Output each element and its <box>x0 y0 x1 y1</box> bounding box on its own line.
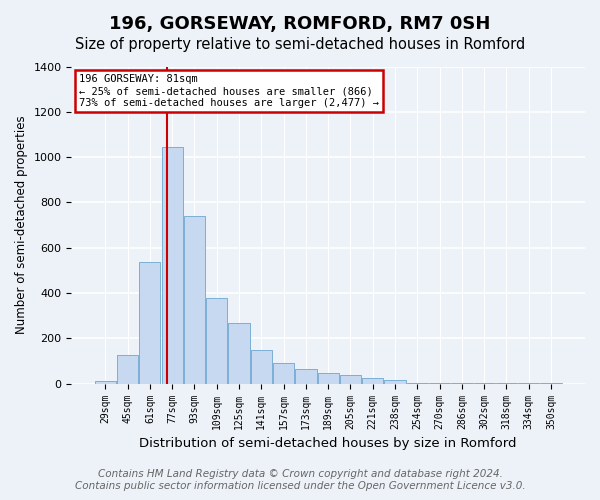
Bar <box>251 350 272 384</box>
Bar <box>273 364 294 384</box>
X-axis label: Distribution of semi-detached houses by size in Romford: Distribution of semi-detached houses by … <box>139 437 517 450</box>
Bar <box>295 369 317 384</box>
Text: 196, GORSEWAY, ROMFORD, RM7 0SH: 196, GORSEWAY, ROMFORD, RM7 0SH <box>109 15 491 33</box>
Bar <box>139 262 160 384</box>
Bar <box>229 322 250 384</box>
Bar <box>184 216 205 384</box>
Y-axis label: Number of semi-detached properties: Number of semi-detached properties <box>15 116 28 334</box>
Bar <box>407 382 428 384</box>
Bar <box>451 383 473 384</box>
Bar <box>161 147 183 384</box>
Text: Size of property relative to semi-detached houses in Romford: Size of property relative to semi-detach… <box>75 38 525 52</box>
Bar <box>117 356 138 384</box>
Bar <box>206 298 227 384</box>
Text: 196 GORSEWAY: 81sqm
← 25% of semi-detached houses are smaller (866)
73% of semi-: 196 GORSEWAY: 81sqm ← 25% of semi-detach… <box>79 74 379 108</box>
Text: Contains HM Land Registry data © Crown copyright and database right 2024.
Contai: Contains HM Land Registry data © Crown c… <box>74 470 526 491</box>
Bar <box>95 382 116 384</box>
Bar <box>362 378 383 384</box>
Bar <box>385 380 406 384</box>
Bar <box>317 374 339 384</box>
Bar <box>340 374 361 384</box>
Bar <box>429 383 450 384</box>
